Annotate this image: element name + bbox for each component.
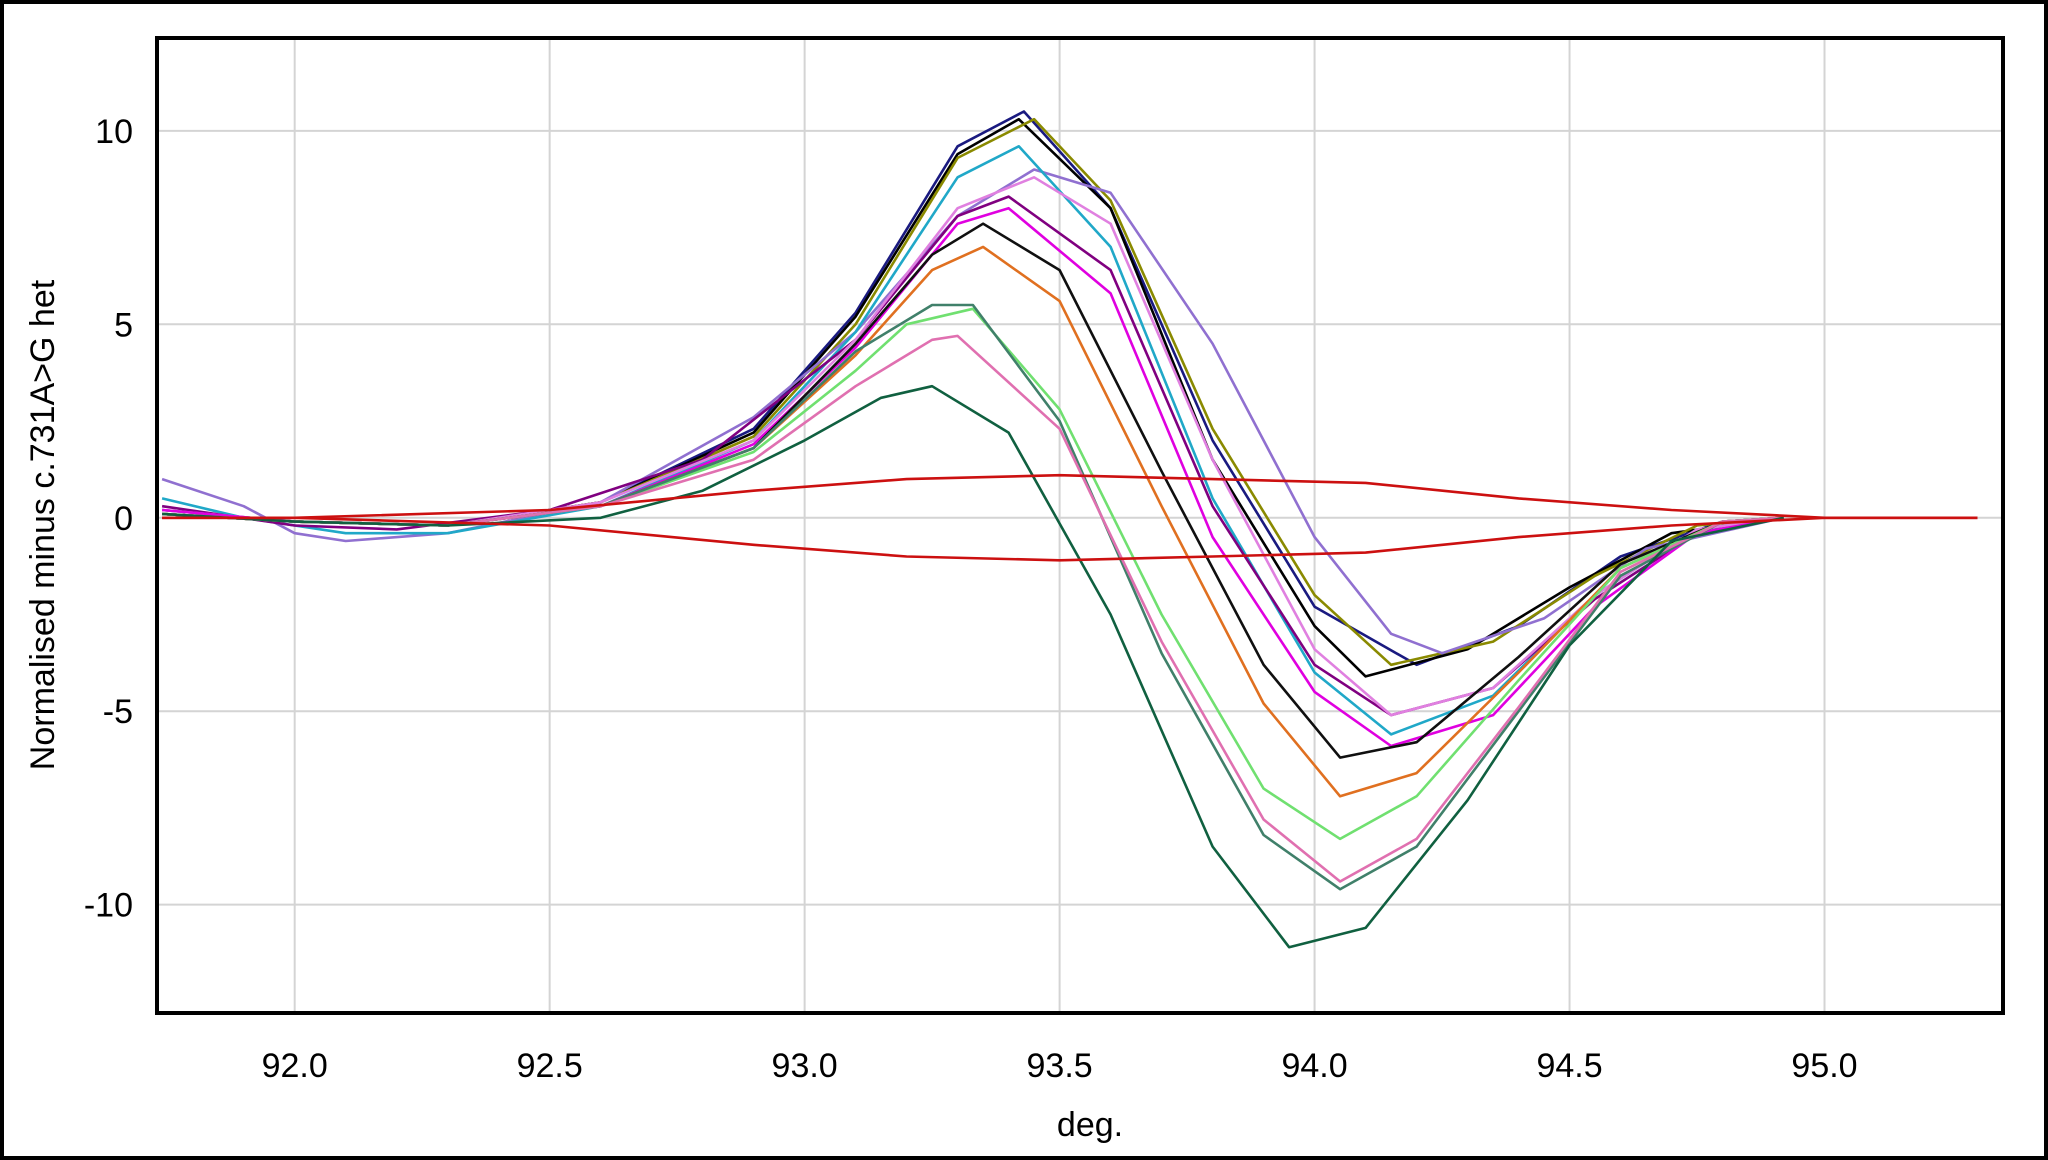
x-tick-label: 93.5 bbox=[1027, 1047, 1093, 1085]
x-tick-labels: 92.0 92.5 93.0 93.5 94.0 94.5 95.0 bbox=[262, 1047, 1858, 1085]
series-line-6 bbox=[161, 195, 1784, 717]
x-tick-label: 93.0 bbox=[772, 1047, 838, 1085]
plot-frame bbox=[155, 36, 2005, 1015]
x-tick-label: 95.0 bbox=[1791, 1047, 1857, 1085]
series-line-16 bbox=[162, 516, 1978, 562]
x-tick-label: 94.0 bbox=[1281, 1047, 1347, 1085]
y-tick-label: -5 bbox=[103, 693, 133, 731]
x-tick-label: 94.5 bbox=[1536, 1047, 1602, 1085]
plot-area bbox=[161, 110, 1978, 949]
series-line-14 bbox=[162, 384, 1784, 949]
series-line-15 bbox=[162, 473, 1978, 520]
series-lines bbox=[161, 110, 1978, 949]
x-tick-label: 92.5 bbox=[517, 1047, 583, 1085]
x-axis-label: deg. bbox=[1057, 1106, 1123, 1144]
y-tick-label: 10 bbox=[95, 113, 133, 151]
y-axis-label: Normalised minus c.731A>G het bbox=[24, 279, 62, 770]
series-line-7 bbox=[161, 176, 1784, 717]
y-tick-labels: 10 5 0 -5 -10 bbox=[84, 113, 133, 925]
y-tick-label: 5 bbox=[114, 306, 133, 344]
y-tick-label: -10 bbox=[84, 887, 133, 925]
x-tick-label: 92.0 bbox=[262, 1047, 328, 1085]
y-tick-label: 0 bbox=[114, 500, 133, 538]
grid bbox=[157, 38, 2003, 1013]
series-line-13 bbox=[162, 334, 1784, 883]
